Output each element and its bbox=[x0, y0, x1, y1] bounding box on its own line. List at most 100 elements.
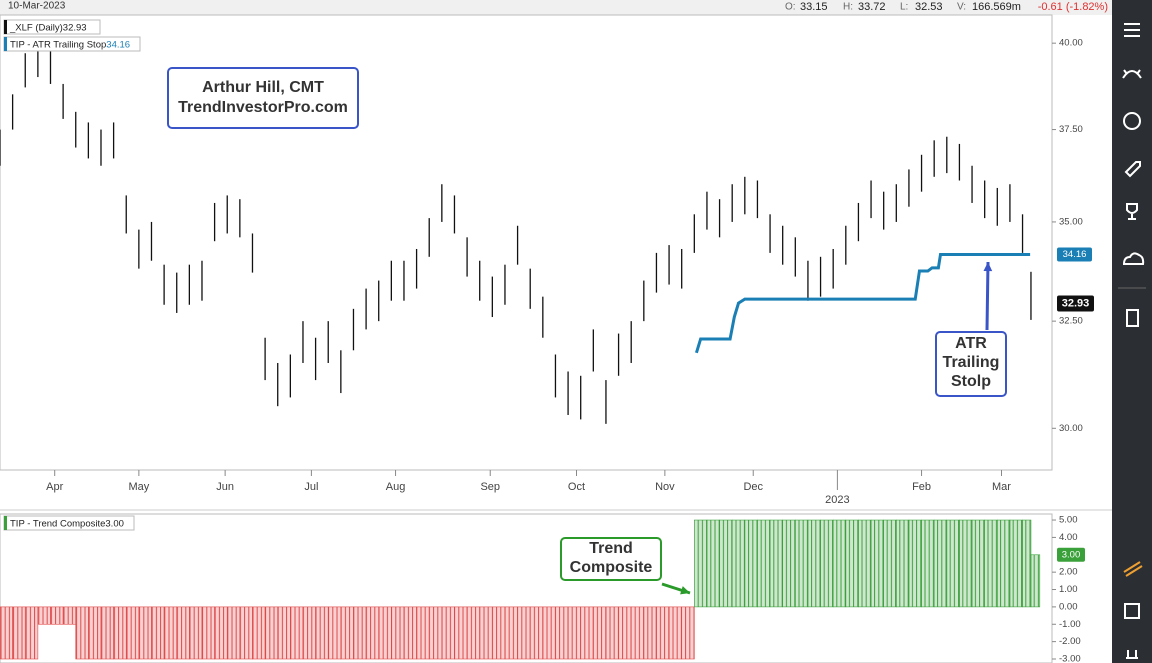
y-tick-label: 35.00 bbox=[1059, 216, 1083, 227]
composite-bar bbox=[24, 606, 39, 660]
legend-swatch bbox=[4, 37, 7, 51]
composite-bar bbox=[378, 606, 392, 660]
composite-bar bbox=[845, 519, 859, 608]
composite-bar bbox=[807, 519, 821, 608]
y-tick-label: 2.00 bbox=[1059, 567, 1078, 578]
composite-bar bbox=[769, 519, 783, 608]
composite-bar bbox=[416, 606, 430, 660]
composite-bar bbox=[37, 606, 51, 625]
legend-label: _XLF (Daily)32.93 bbox=[9, 22, 87, 33]
composite-bar bbox=[605, 606, 619, 660]
legend-value: 3.00 bbox=[105, 518, 124, 529]
globe-icon[interactable] bbox=[1123, 112, 1141, 130]
y-tick-label: 4.00 bbox=[1059, 532, 1078, 543]
change: -0.61 (-1.82%) bbox=[1038, 1, 1108, 13]
field-label: H: bbox=[843, 2, 853, 13]
composite-bar bbox=[340, 606, 354, 660]
legend-value: 32.93 bbox=[63, 22, 87, 33]
plug-icon[interactable] bbox=[1126, 650, 1138, 659]
composite-bar bbox=[50, 606, 64, 625]
x-tick-label: May bbox=[128, 481, 149, 493]
composite-bar bbox=[226, 606, 241, 660]
composite-bar bbox=[996, 519, 1011, 608]
field-label: V: bbox=[957, 2, 966, 13]
x-tick-label: Jul bbox=[304, 481, 318, 493]
composite-bar bbox=[138, 606, 152, 660]
composite-bar bbox=[302, 606, 316, 660]
composite-bar bbox=[100, 606, 114, 660]
legend-label: TIP - ATR Trailing Stop34.16 bbox=[10, 39, 130, 50]
composite-bar bbox=[1030, 554, 1041, 608]
composite-bar bbox=[744, 519, 758, 608]
composite-bar bbox=[946, 519, 960, 608]
composite-bar bbox=[668, 606, 682, 660]
composite-bar bbox=[75, 606, 89, 660]
composite-bar bbox=[125, 606, 140, 660]
x-tick-label: Nov bbox=[655, 481, 675, 493]
composite-bar bbox=[403, 606, 417, 660]
annotation-box bbox=[167, 67, 359, 129]
doc-icon[interactable] bbox=[1126, 309, 1139, 327]
composite-bar bbox=[706, 519, 720, 608]
settings-icon[interactable] bbox=[1124, 23, 1140, 37]
legend-name: TIP - Trend Composite bbox=[10, 518, 105, 529]
composite-bar bbox=[441, 606, 455, 660]
composite-bar bbox=[88, 606, 102, 660]
trophy-icon[interactable] bbox=[1126, 203, 1138, 220]
price-tag-label: 32.93 bbox=[1062, 297, 1090, 309]
composite-bar bbox=[327, 606, 342, 660]
composite-bar bbox=[391, 606, 405, 660]
field-value: 166.569m bbox=[972, 1, 1021, 13]
x-tick-label: Aug bbox=[386, 481, 406, 493]
composite-bar bbox=[643, 606, 657, 660]
composite-bar bbox=[504, 606, 518, 660]
field-value: 33.72 bbox=[858, 1, 886, 13]
composite-bar bbox=[201, 606, 215, 660]
x-tick-label: Dec bbox=[743, 481, 763, 493]
composite-bar bbox=[239, 606, 253, 660]
composite-bar bbox=[757, 519, 771, 608]
x-tick-label: Sep bbox=[480, 481, 500, 493]
composite-bar bbox=[428, 606, 443, 660]
composite-bar bbox=[214, 606, 228, 660]
composite-bar bbox=[971, 519, 985, 608]
composite-bar bbox=[542, 606, 556, 660]
composite-bar bbox=[933, 519, 948, 608]
chart-icon[interactable] bbox=[1123, 561, 1143, 577]
sidebar bbox=[1112, 0, 1152, 663]
composite-bar bbox=[517, 606, 531, 660]
composite-bar bbox=[479, 606, 493, 660]
composite-bar bbox=[264, 606, 279, 660]
composite-bar bbox=[896, 519, 910, 608]
bull-icon[interactable] bbox=[1122, 69, 1142, 79]
composite-bar bbox=[353, 606, 367, 660]
y-tick-label: -1.00 bbox=[1059, 619, 1081, 630]
composite-bar bbox=[883, 519, 897, 608]
sidebar-icons[interactable] bbox=[1118, 23, 1146, 659]
composite-bar bbox=[113, 606, 127, 660]
annotation-text: Trailing bbox=[943, 354, 1000, 371]
composite-bar bbox=[466, 606, 481, 660]
composite-bar bbox=[163, 606, 178, 660]
y-tick-label: -3.00 bbox=[1059, 654, 1081, 663]
x-tick-label: Feb bbox=[912, 481, 931, 493]
composite-bar bbox=[921, 519, 935, 608]
cloud-icon[interactable] bbox=[1122, 252, 1145, 265]
annotation-text: Arthur Hill, CMT bbox=[202, 79, 324, 96]
composite-bar bbox=[0, 606, 13, 660]
composite-bar bbox=[315, 606, 329, 660]
composite-bar bbox=[580, 606, 594, 660]
y-tick-label: 32.50 bbox=[1059, 316, 1083, 327]
price-tag bbox=[1057, 247, 1092, 262]
header-bar bbox=[0, 0, 1112, 15]
composite-bar bbox=[782, 519, 796, 608]
composite-bar bbox=[832, 519, 847, 608]
price-tag-label: 34.16 bbox=[1063, 249, 1087, 260]
gear-icon[interactable] bbox=[1124, 603, 1140, 619]
composite-bar bbox=[290, 606, 304, 660]
rocket-icon[interactable] bbox=[1124, 161, 1141, 178]
date: 10-Mar-2023 bbox=[8, 1, 66, 12]
composite-bar bbox=[151, 606, 165, 660]
x-tick-label: Jun bbox=[216, 481, 234, 493]
